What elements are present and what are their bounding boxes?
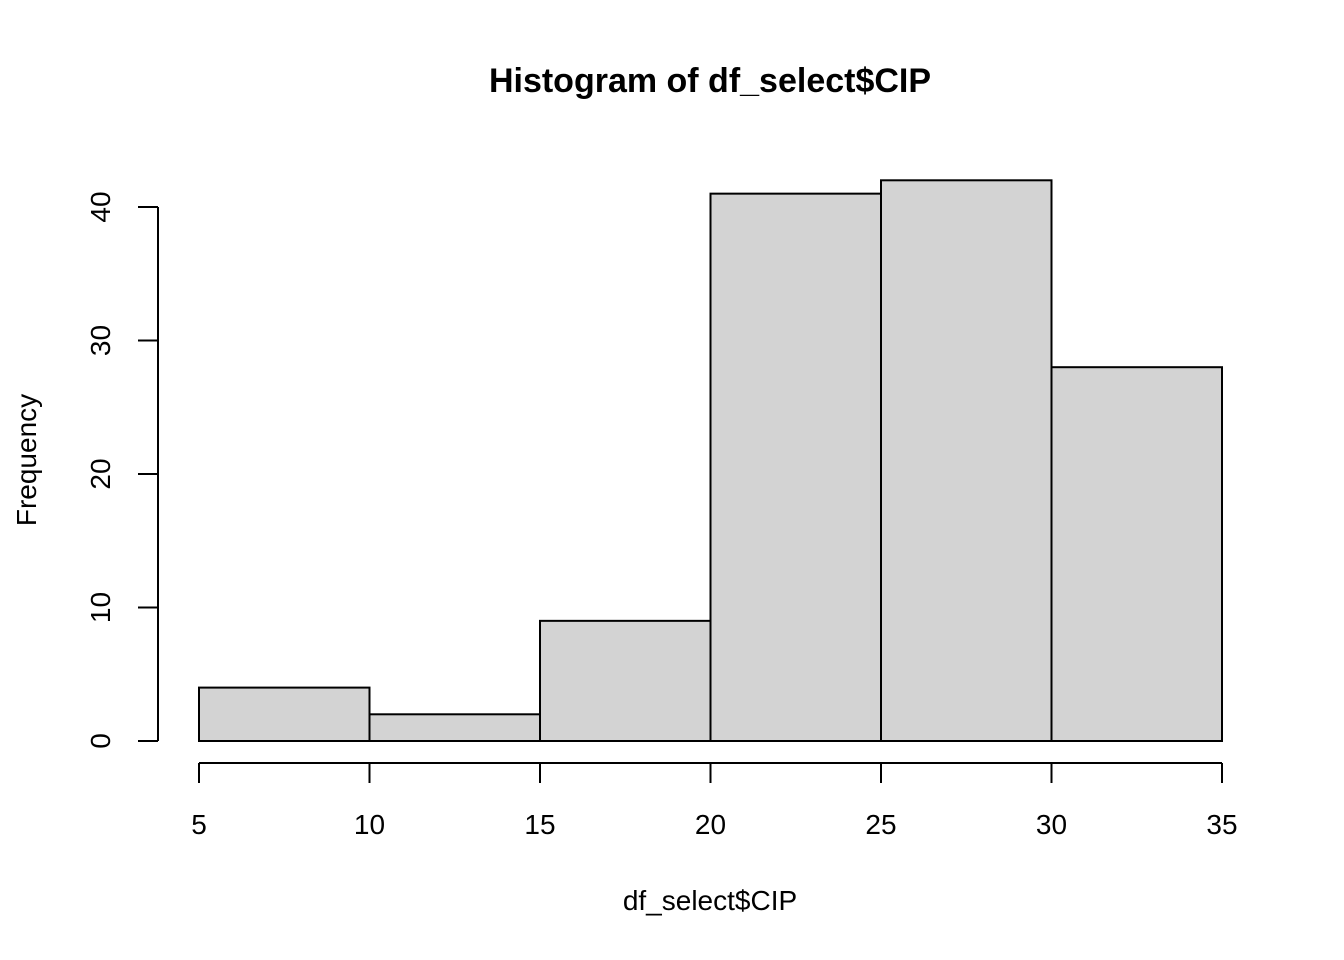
x-tick-label: 20	[695, 809, 726, 840]
x-tick-label: 5	[191, 809, 207, 840]
y-tick-label: 10	[85, 592, 116, 623]
y-axis: 0 10 20 30 40	[85, 191, 159, 749]
y-axis-label: Frequency	[11, 394, 42, 526]
histogram-bar-1	[198, 686, 371, 742]
histogram-bar-4	[709, 192, 882, 742]
y-tick-label: 40	[85, 191, 116, 222]
x-tick-label: 35	[1206, 809, 1237, 840]
y-tick-label: 0	[85, 733, 116, 749]
y-tick-label: 30	[85, 325, 116, 356]
y-tick-label: 20	[85, 458, 116, 489]
x-axis: 5 10 15 20 25 30 35	[191, 762, 1238, 840]
x-axis-label: df_select$CIP	[623, 885, 797, 916]
x-tick-label: 30	[1036, 809, 1067, 840]
histogram-bar-6	[1050, 366, 1223, 742]
x-tick-label: 10	[354, 809, 385, 840]
histogram-bar-2	[368, 713, 541, 742]
histogram-bar-5	[880, 179, 1053, 743]
bars-group	[198, 179, 1223, 743]
histogram-bar-3	[539, 619, 712, 742]
chart-title: Histogram of df_select$CIP	[489, 62, 931, 100]
x-tick-label: 15	[524, 809, 555, 840]
x-tick-label: 25	[865, 809, 896, 840]
